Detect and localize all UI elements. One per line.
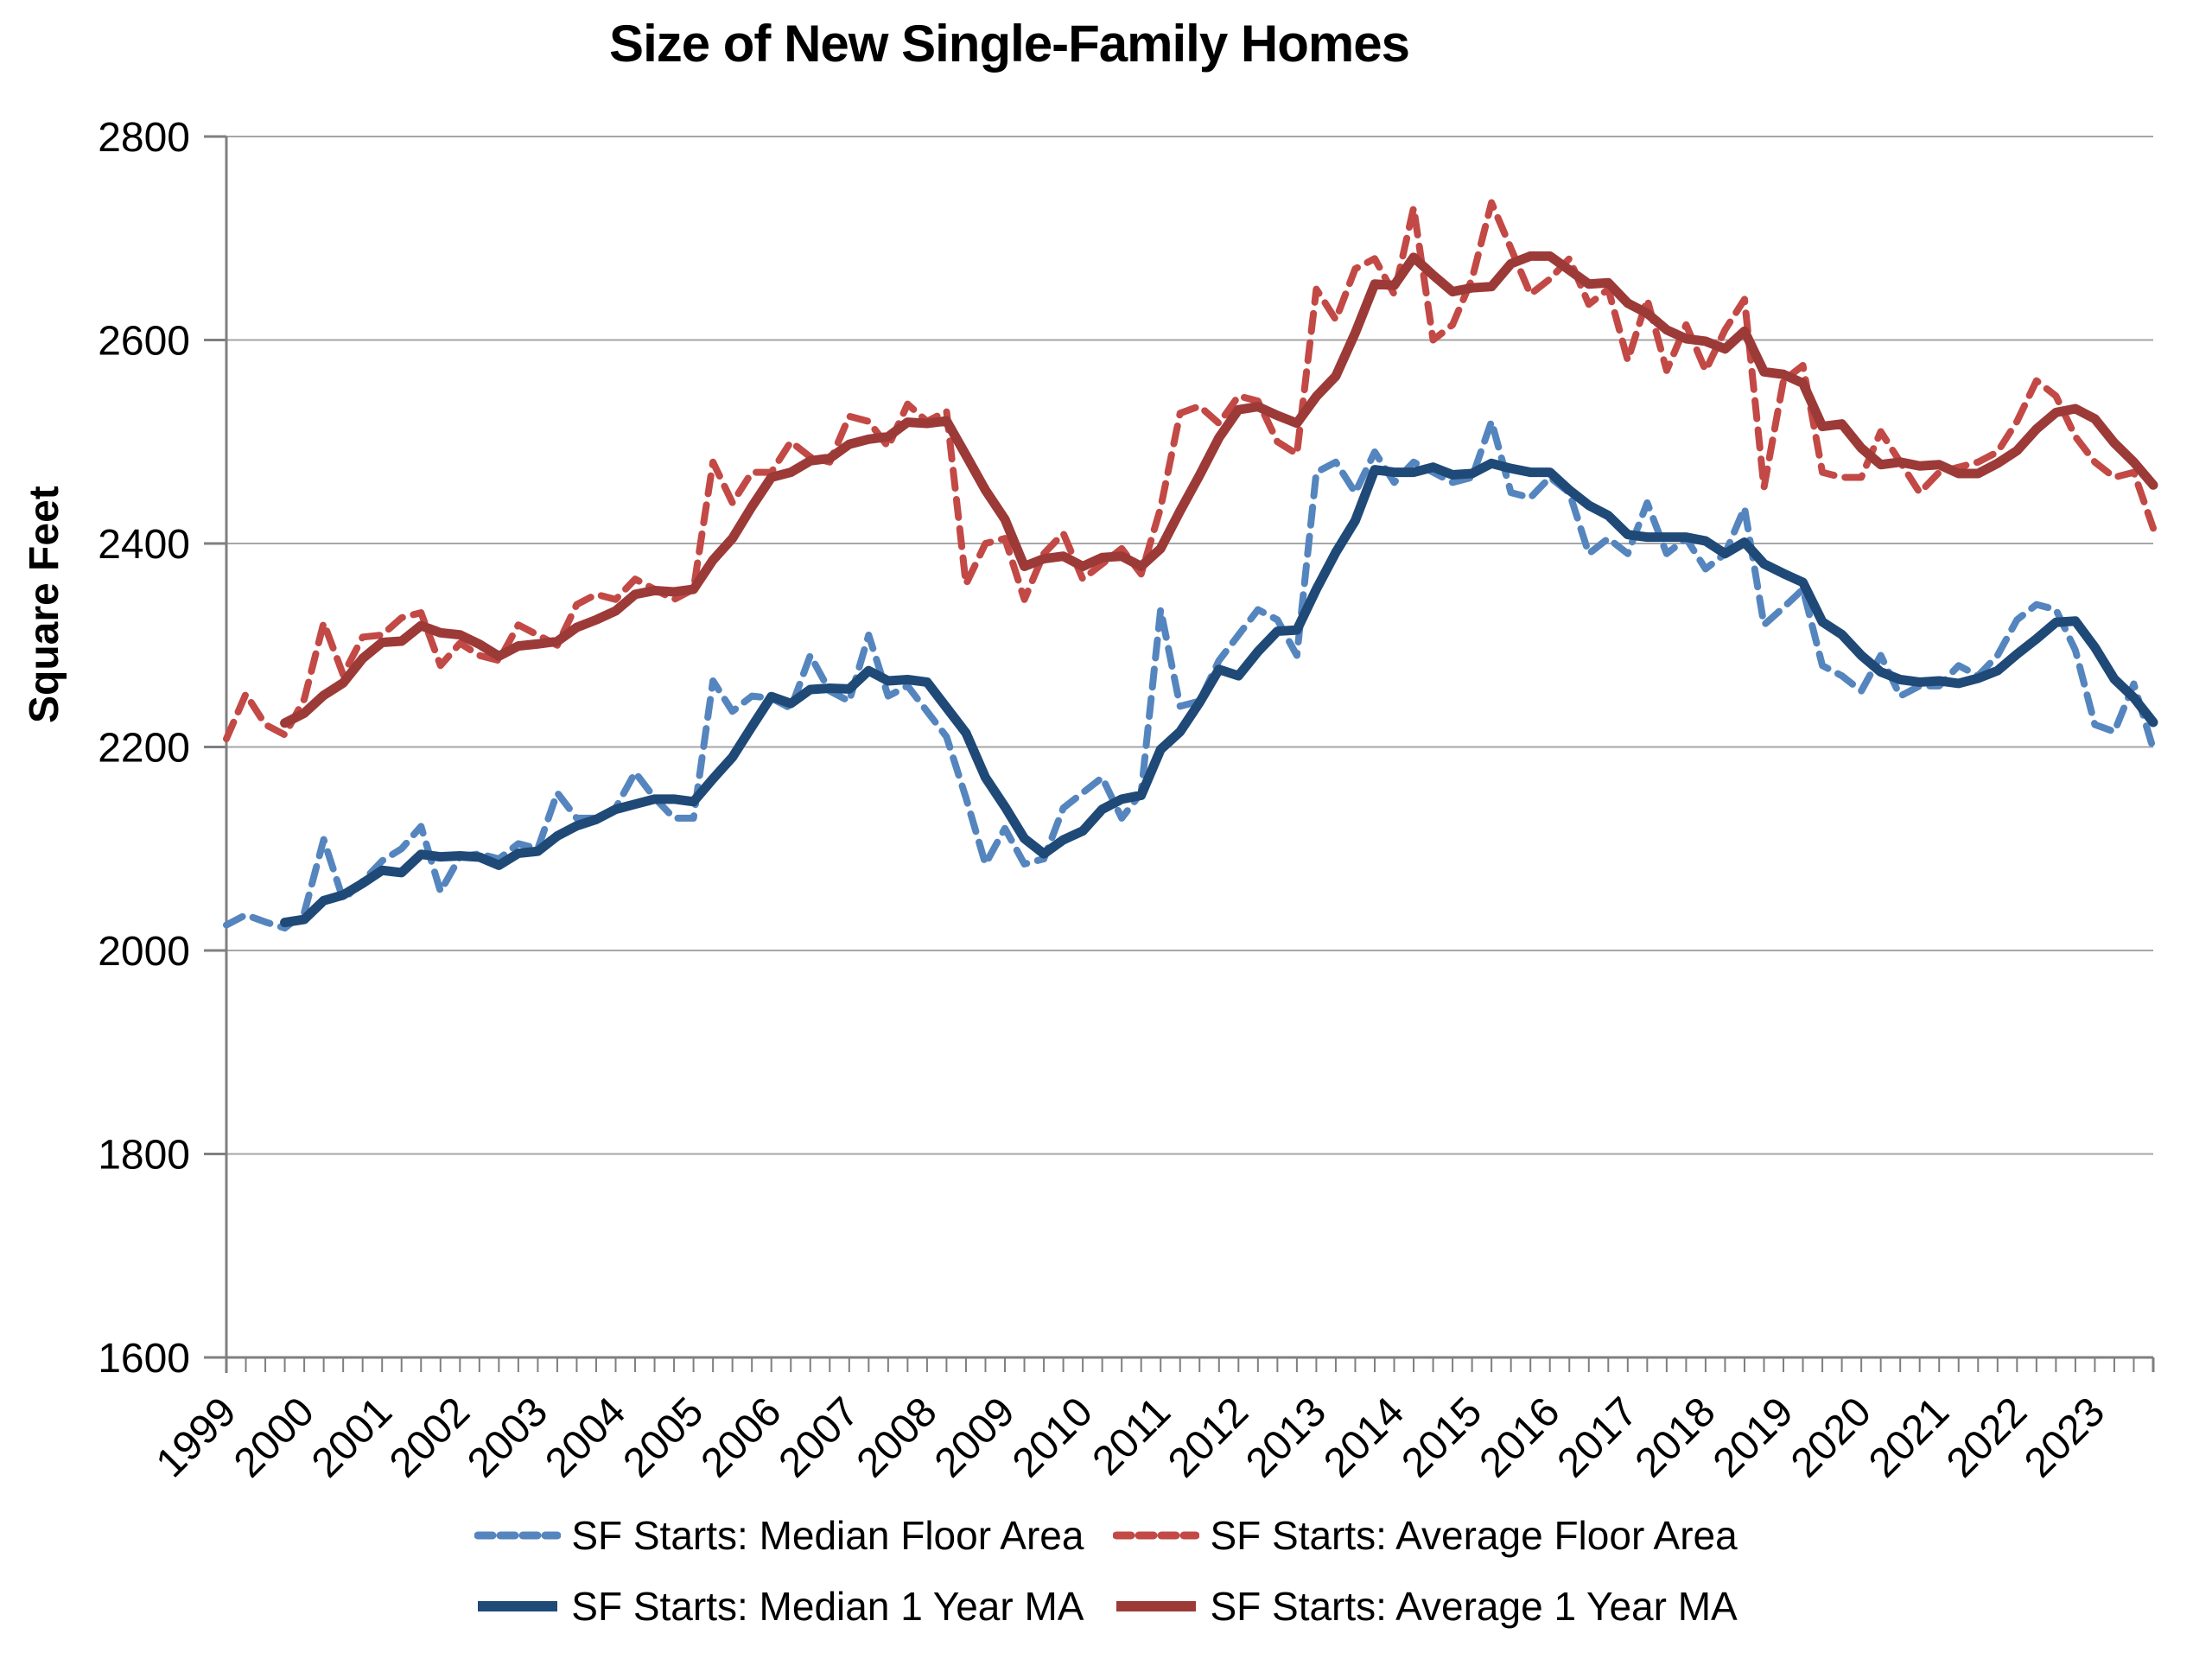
legend-item-sf-starts-average-1-year-ma: SF Starts: Average 1 Year MA — [1113, 1583, 1738, 1630]
x-tick-label-2001: 2001 — [303, 1389, 401, 1486]
y-tick-label-2200: 2200 — [98, 725, 190, 771]
legend-item-sf-starts-median-floor-area: SF Starts: Median Floor Area — [474, 1512, 1084, 1559]
x-tick-label-2000: 2000 — [226, 1389, 323, 1486]
legend-swatch-sf-starts-median-1-year-ma-icon — [478, 1601, 558, 1611]
legend-label-sf-starts-median-1-year-ma: SF Starts: Median 1 Year MA — [571, 1584, 1084, 1629]
x-tick-label-1999: 1999 — [148, 1389, 245, 1486]
legend-item-sf-starts-average-floor-area: SF Starts: Average Floor Area — [1113, 1512, 1738, 1559]
series-average-1yr-ma — [280, 251, 2158, 728]
x-tick-label-2013: 2013 — [1237, 1389, 1335, 1486]
x-tick-label-2011: 2011 — [1084, 1389, 1179, 1484]
x-tick-label-2005: 2005 — [614, 1389, 712, 1486]
chart-title: Size of New Single-Family Homes — [609, 15, 1410, 73]
y-tick-label-2800: 2800 — [98, 115, 190, 161]
legend-item-sf-starts-median-1-year-ma: SF Starts: Median 1 Year MA — [474, 1583, 1084, 1630]
legend-row-1: SF Starts: Median Floor Area SF Starts: A… — [0, 1512, 2212, 1559]
x-tick-label-2002: 2002 — [381, 1389, 479, 1486]
x-tick-label-2014: 2014 — [1315, 1389, 1413, 1486]
series-median-1yr-ma — [280, 458, 2158, 928]
x-tick-label-2010: 2010 — [1004, 1389, 1102, 1486]
x-tick-label-2020: 2020 — [1783, 1389, 1880, 1486]
x-tick-label-2012: 2012 — [1160, 1389, 1257, 1486]
x-tick-label-2015: 2015 — [1393, 1389, 1491, 1486]
legend-swatch-sf-starts-median-floor-area-icon — [474, 1531, 562, 1540]
legend-swatch-sf-starts-average-1-year-ma-icon — [1116, 1601, 1197, 1611]
x-tick-label-2022: 2022 — [1938, 1389, 2036, 1486]
x-tick-label-2007: 2007 — [771, 1389, 868, 1486]
x-tick-label-2019: 2019 — [1705, 1389, 1802, 1486]
y-tick-label-2600: 2600 — [98, 318, 190, 364]
x-tick-label-2004: 2004 — [537, 1389, 634, 1486]
legend-row-2: SF Starts: Median 1 Year MA SF Starts: Av… — [0, 1583, 2212, 1630]
y-tick-label-1600: 1600 — [98, 1336, 190, 1382]
legend-label-sf-starts-average-1-year-ma: SF Starts: Average 1 Year MA — [1210, 1584, 1738, 1629]
x-tick-label-2018: 2018 — [1627, 1389, 1725, 1486]
legend-label-sf-starts-average-floor-area: SF Starts: Average Floor Area — [1210, 1513, 1738, 1558]
x-tick-label-2006: 2006 — [693, 1389, 791, 1486]
y-tick-label-2000: 2000 — [98, 929, 190, 975]
x-tick-label-2017: 2017 — [1549, 1389, 1647, 1486]
x-tick-label-2003: 2003 — [459, 1389, 556, 1486]
legend-label-sf-starts-median-floor-area: SF Starts: Median Floor Area — [571, 1513, 1084, 1558]
y-tick-label-1800: 1800 — [98, 1132, 190, 1178]
x-tick-label-2021: 2021 — [1860, 1389, 1958, 1486]
x-tick-label-2023: 2023 — [2016, 1389, 2113, 1486]
y-tick-label-2400: 2400 — [98, 522, 190, 568]
legend-swatch-sf-starts-average-floor-area-icon — [1113, 1531, 1200, 1540]
x-tick-label-2008: 2008 — [849, 1389, 946, 1486]
series-median-floor-area — [223, 417, 2157, 932]
x-tick-label-2016: 2016 — [1471, 1389, 1569, 1486]
x-tick-label-2009: 2009 — [926, 1389, 1024, 1486]
